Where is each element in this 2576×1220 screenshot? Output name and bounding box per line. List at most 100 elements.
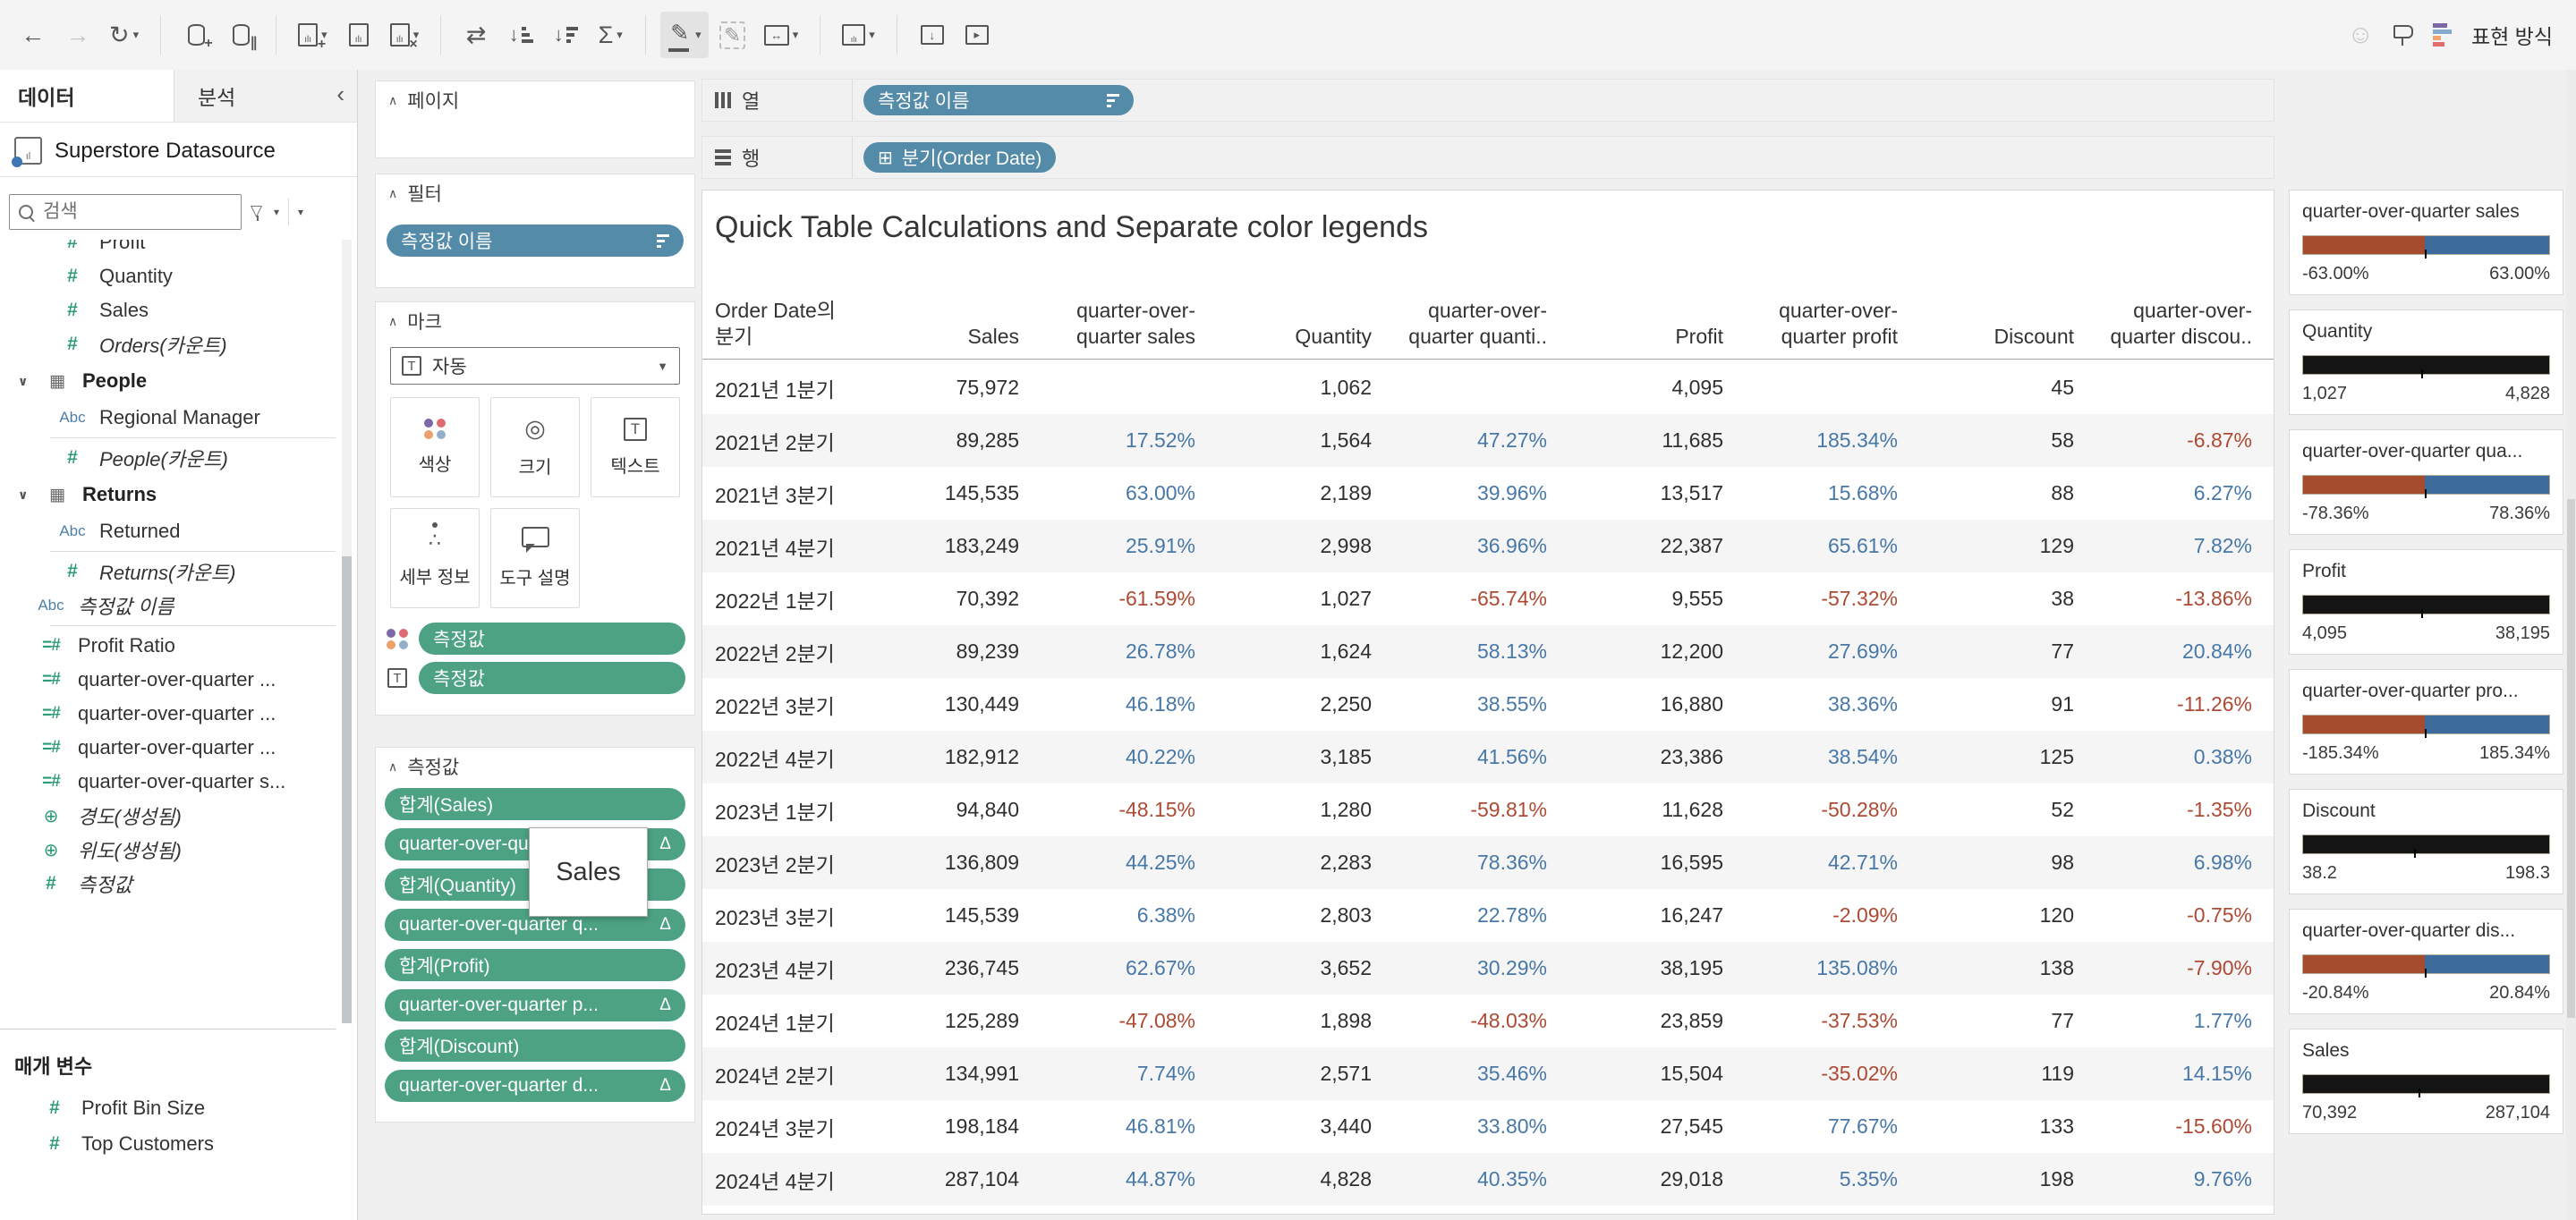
field-item[interactable]: # Top Customers bbox=[0, 1126, 336, 1162]
marks-size-button[interactable]: ◎ 크기 bbox=[490, 397, 580, 497]
filter-caret-icon[interactable]: ▾ bbox=[274, 206, 280, 218]
search-input[interactable] bbox=[41, 200, 232, 224]
table-row[interactable]: 2021년 3분기 145,535 63.00% 2,189 39.96% 13,517 1… bbox=[702, 467, 2274, 520]
forward-icon[interactable]: → bbox=[57, 12, 98, 58]
field-item[interactable]: # Returns(카운트) bbox=[0, 555, 336, 589]
rows-shelf[interactable]: 행 ⊞ 분기(Order Date) bbox=[701, 136, 2274, 179]
columns-pill-measure-names[interactable]: 측정값 이름 bbox=[863, 85, 1134, 115]
filter-pill-measure-names[interactable]: 측정값 이름 bbox=[387, 225, 684, 257]
column-header[interactable]: quarter-over- quarter quanti.. bbox=[1408, 299, 1547, 348]
measure-values-pill[interactable]: quarter-over-quarter d... Δ bbox=[385, 1070, 685, 1102]
collapse-pane-icon[interactable]: ‹ bbox=[336, 80, 344, 107]
measure-values-pill[interactable]: 합계(Profit) bbox=[385, 949, 685, 981]
tab-analytics[interactable]: 분석 ‹ bbox=[174, 70, 357, 122]
field-item[interactable]: # Orders(카운트) bbox=[0, 327, 336, 361]
columns-shelf[interactable]: 열 측정값 이름 bbox=[701, 79, 2274, 122]
column-header[interactable]: Sales bbox=[967, 325, 1019, 348]
field-item[interactable]: Abc 측정값 이름 bbox=[0, 589, 336, 623]
legend-card[interactable]: quarter-over-quarter qua... -78.36% 78.36% bbox=[2289, 429, 2563, 535]
field-item[interactable]: # People(카운트) bbox=[0, 441, 336, 475]
legends-scrollbar[interactable] bbox=[2566, 70, 2576, 1220]
measure-values-pill[interactable]: 합계(Discount) bbox=[385, 1029, 685, 1062]
table-row[interactable]: 2022년 1분기 70,392 -61.59% 1,027 -65.74% 9,555 -… bbox=[702, 572, 2274, 625]
legend-card[interactable]: quarter-over-quarter dis... -20.84% 20.84% bbox=[2289, 909, 2563, 1014]
marks-tooltip-button[interactable]: 도구 설명 bbox=[490, 508, 580, 608]
collapse-icon[interactable]: ∧ bbox=[388, 92, 398, 107]
column-header[interactable]: quarter-over- quarter profit bbox=[1779, 299, 1898, 348]
table-row[interactable]: 2024년 2분기 134,991 7.74% 2,571 35.46% 15,504 -3… bbox=[702, 1047, 2274, 1100]
legend-card[interactable]: Sales 70,392 287,104 bbox=[2289, 1029, 2563, 1134]
einstein-ai-icon[interactable]: ☺ bbox=[2347, 20, 2374, 49]
totals-icon[interactable]: Σ ▾ bbox=[590, 12, 631, 58]
field-item[interactable]: ⊕ 경도(생성됨) bbox=[0, 799, 336, 833]
table-row[interactable]: 2023년 1분기 94,840 -48.15% 1,280 -59.81% 11,628… bbox=[702, 784, 2274, 836]
legend-card[interactable]: Discount 38.2 198.3 bbox=[2289, 789, 2563, 894]
table-row[interactable]: 2021년 4분기 183,249 25.91% 2,998 36.96% 22,387 6… bbox=[702, 520, 2274, 572]
table-row[interactable]: 2023년 4분기 236,745 62.67% 3,652 30.29% 38,195 1… bbox=[702, 942, 2274, 995]
field-item[interactable]: # Quantity bbox=[0, 259, 336, 293]
collapse-icon[interactable]: ∧ bbox=[388, 758, 398, 774]
presentation-mode-icon[interactable]: ▸ bbox=[956, 12, 998, 58]
expand-icon[interactable]: ⊞ bbox=[878, 148, 893, 168]
table-row[interactable]: 2024년 1분기 125,289 -47.08% 1,898 -48.03% 23,85… bbox=[702, 995, 2274, 1047]
field-item[interactable]: =# quarter-over-quarter ... bbox=[0, 663, 336, 697]
legend-card[interactable]: quarter-over-quarter sales -63.00% 63.00% bbox=[2289, 190, 2563, 295]
table-row[interactable]: 2024년 4분기 287,104 44.87% 4,828 40.35% 29,018 5… bbox=[702, 1153, 2274, 1206]
field-item[interactable]: # Sales bbox=[0, 293, 336, 327]
field-item[interactable]: # Profit Bin Size bbox=[0, 1090, 336, 1126]
datasource-row[interactable]: ıl Superstore Datasource bbox=[0, 125, 357, 177]
table-row[interactable]: 2023년 2분기 136,809 44.25% 2,283 78.36% 16,595 4… bbox=[702, 836, 2274, 889]
swap-rows-columns-icon[interactable]: ⇄ bbox=[455, 12, 497, 58]
marks-color-button[interactable]: 색상 bbox=[390, 397, 480, 497]
field-item[interactable]: ⊕ 위도(생성됨) bbox=[0, 833, 336, 867]
clear-sheet-icon[interactable]: ılı × ▾ bbox=[383, 12, 427, 58]
legend-card[interactable]: Quantity 1,027 4,828 bbox=[2289, 309, 2563, 415]
highlight-icon[interactable]: ✎ ▾ bbox=[660, 12, 709, 58]
column-header[interactable]: quarter-over- quarter sales bbox=[1076, 299, 1195, 348]
sort-ascending-icon[interactable]: ↓ bbox=[500, 12, 541, 58]
add-data-icon[interactable]: + bbox=[175, 12, 217, 58]
table-row[interactable]: 2022년 2분기 89,239 26.78% 1,624 58.13% 12,200 27… bbox=[702, 625, 2274, 678]
field-item[interactable]: =# quarter-over-quarter ... bbox=[0, 697, 336, 731]
column-header[interactable]: Discount bbox=[1994, 325, 2074, 348]
rows-pill-quarter-order-date[interactable]: ⊞ 분기(Order Date) bbox=[863, 142, 1057, 173]
chevron-down-icon[interactable]: ∨ bbox=[18, 373, 29, 388]
sidebar-scroll-thumb[interactable] bbox=[342, 556, 352, 1023]
field-item[interactable]: Abc Returned bbox=[0, 514, 336, 548]
field-item[interactable]: =# quarter-over-quarter s... bbox=[0, 765, 336, 799]
field-item[interactable]: # Profit bbox=[0, 240, 336, 259]
new-worksheet-icon[interactable]: ılı + ▾ bbox=[291, 12, 335, 58]
table-row[interactable]: 2022년 4분기 182,912 40.22% 3,185 41.56% 23,386 3… bbox=[702, 731, 2274, 784]
show-me-label[interactable]: 표현 방식 bbox=[2470, 25, 2553, 48]
field-item[interactable]: # 측정값 bbox=[0, 867, 336, 901]
filter-fields-icon[interactable]: ▽ bbox=[251, 203, 265, 221]
legends-scroll-thumb[interactable] bbox=[2567, 499, 2575, 1018]
table-row[interactable]: 2022년 3분기 130,449 46.18% 2,250 38.55% 16,880 3… bbox=[702, 678, 2274, 731]
table-row[interactable]: 2021년 2분기 89,285 17.52% 1,564 47.27% 11,685 18… bbox=[702, 414, 2274, 467]
column-header[interactable]: quarter-over- quarter discou.. bbox=[2110, 299, 2252, 348]
measure-values-pill[interactable]: quarter-over-quarter p... Δ bbox=[385, 989, 685, 1021]
field-item[interactable]: =# Profit Ratio bbox=[0, 629, 336, 663]
table-row[interactable]: 2024년 3분기 198,184 46.81% 3,440 33.80% 27,545 7… bbox=[702, 1100, 2274, 1153]
marks-text-button[interactable]: T 텍스트 bbox=[591, 397, 680, 497]
chevron-down-icon[interactable]: ∨ bbox=[18, 487, 29, 502]
sidebar-scrollbar[interactable] bbox=[342, 240, 352, 1023]
download-icon[interactable]: ↓ bbox=[912, 12, 953, 58]
duplicate-sheet-icon[interactable]: ılı bbox=[338, 12, 379, 58]
pause-auto-updates-icon[interactable]: ∥ bbox=[220, 12, 261, 58]
legend-card[interactable]: quarter-over-quarter pro... -185.34% 185.3… bbox=[2289, 669, 2563, 775]
fields-menu-caret-icon[interactable]: ▾ bbox=[298, 206, 304, 218]
mark-type-dropdown[interactable]: T 자동 ▼ bbox=[390, 347, 680, 385]
marks-detail-button[interactable]: ∴ 세부 정보 bbox=[390, 508, 480, 608]
search-box[interactable] bbox=[9, 194, 242, 230]
field-group[interactable]: ∨ ▦ People bbox=[0, 361, 336, 401]
marks-pill-measure-values[interactable]: 측정값 bbox=[419, 662, 685, 694]
column-header[interactable]: Order Date의 분기 bbox=[715, 299, 836, 348]
measure-values-pill[interactable]: 합계(Sales) bbox=[385, 788, 685, 820]
signpost-icon[interactable] bbox=[2393, 23, 2413, 47]
tab-data[interactable]: 데이터 bbox=[0, 70, 174, 122]
column-header[interactable]: Quantity bbox=[1295, 325, 1372, 348]
fit-icon[interactable]: ↔ ▾ bbox=[757, 12, 806, 58]
collapse-icon[interactable]: ∧ bbox=[388, 185, 398, 200]
show-cards-icon[interactable]: ılı ▾ bbox=[835, 12, 882, 58]
